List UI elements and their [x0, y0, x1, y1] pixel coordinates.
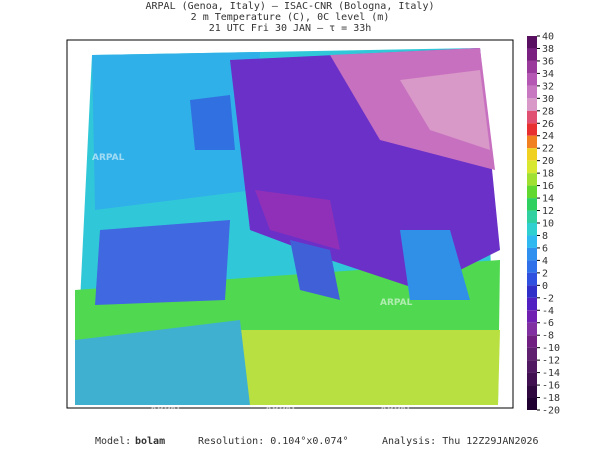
- colorbar-segment: [527, 360, 537, 373]
- colorbar-tick-label: -8: [542, 331, 554, 342]
- colorbar-tick-label: -6: [542, 318, 554, 329]
- colorbar-tick-label: 16: [542, 181, 554, 192]
- colorbar-tick-label: -18: [542, 393, 560, 404]
- colorbar-tick-label: 38: [542, 44, 554, 55]
- colorbar-segment: [527, 160, 537, 174]
- colorbar-segment: [527, 297, 537, 311]
- colorbar-segment: [527, 60, 537, 74]
- colorbar-tick-label: -4: [542, 306, 554, 317]
- colorbar: 4038363432302826242220181614121086420-2-…: [527, 32, 560, 417]
- map: ARPAL ARPAL ARPAL ARPAL ARPAL: [66, 39, 514, 415]
- colorbar-tick-label: 40: [542, 32, 554, 43]
- watermark: ARPAL: [150, 405, 183, 415]
- colorbar-segment: [527, 210, 537, 223]
- colorbar-segment: [527, 73, 537, 86]
- colorbar-tick-label: 34: [542, 69, 554, 80]
- watermark: ARPAL: [92, 153, 125, 163]
- colorbar-tick-label: 20: [542, 156, 554, 167]
- colorbar-tick-label: 12: [542, 206, 554, 217]
- colorbar-tick-label: 8: [542, 231, 548, 242]
- colorbar-segment: [527, 347, 537, 361]
- colorbar-segment: [527, 285, 537, 298]
- colorbar-segment: [527, 322, 537, 336]
- colorbar-segment: [527, 48, 537, 61]
- colorbar-tick-label: 26: [542, 119, 554, 130]
- colorbar-tick-label: 30: [542, 94, 554, 105]
- colorbar-segment: [527, 272, 537, 286]
- colorbar-tick-label: 2: [542, 268, 548, 279]
- colorbar-segment: [527, 85, 537, 99]
- colorbar-tick-label: 22: [542, 144, 554, 155]
- colorbar-segment: [527, 260, 537, 273]
- header-line: 21 UTC Fri 30 JAN — τ = 33h: [209, 23, 372, 34]
- colorbar-tick-label: -12: [542, 356, 560, 367]
- colorbar-segment: [527, 135, 537, 149]
- watermark: ARPAL: [265, 405, 298, 415]
- colorbar-tick-label: -20: [542, 406, 560, 417]
- colorbar-tick-label: 14: [542, 194, 554, 205]
- colorbar-tick-label: -2: [542, 293, 554, 304]
- colorbar-segment: [527, 385, 537, 398]
- colorbar-segment: [527, 110, 537, 124]
- colorbar-segment: [527, 123, 537, 136]
- colorbar-segment: [527, 247, 537, 261]
- footer-model: bolam: [135, 436, 165, 447]
- colorbar-segment: [527, 223, 537, 236]
- colorbar-segment: [527, 397, 537, 410]
- colorbar-tick-label: 4: [542, 256, 548, 267]
- colorbar-tick-label: 24: [542, 131, 554, 142]
- footer-analysis: Analysis: Thu 12Z29JAN2026: [382, 436, 539, 447]
- colorbar-segment: [527, 235, 537, 248]
- colorbar-segment: [527, 148, 537, 161]
- colorbar-segment: [527, 310, 537, 323]
- footer-label: Model:: [95, 436, 131, 447]
- colorbar-segment: [527, 98, 537, 111]
- colorbar-tick-label: 18: [542, 169, 554, 180]
- colorbar-segment: [527, 185, 537, 199]
- colorbar-tick-label: 36: [542, 56, 554, 67]
- colorbar-segment: [527, 173, 537, 186]
- colorbar-tick-label: 28: [542, 106, 554, 117]
- colorbar-tick-label: 10: [542, 219, 554, 230]
- footer-resolution: Resolution: 0.104°x0.074°: [198, 436, 349, 447]
- header-line: 2 m Temperature (C), 0C level (m): [191, 12, 390, 23]
- watermark: ARPAL: [380, 405, 413, 415]
- watermark: ARPAL: [380, 298, 413, 308]
- colorbar-tick-label: 6: [542, 243, 548, 254]
- colorbar-tick-label: -16: [542, 381, 560, 392]
- colorbar-segment: [527, 36, 537, 49]
- colorbar-tick-label: 0: [542, 281, 548, 292]
- colorbar-tick-label: -10: [542, 343, 560, 354]
- colorbar-segment: [527, 335, 537, 348]
- colorbar-segment: [527, 372, 537, 386]
- colorbar-segment: [527, 198, 537, 211]
- colorbar-tick-label: 32: [542, 81, 554, 92]
- colorbar-tick-label: -14: [542, 368, 560, 379]
- header-line: ARPAL (Genoa, Italy) — ISAC-CNR (Bologna…: [146, 1, 435, 12]
